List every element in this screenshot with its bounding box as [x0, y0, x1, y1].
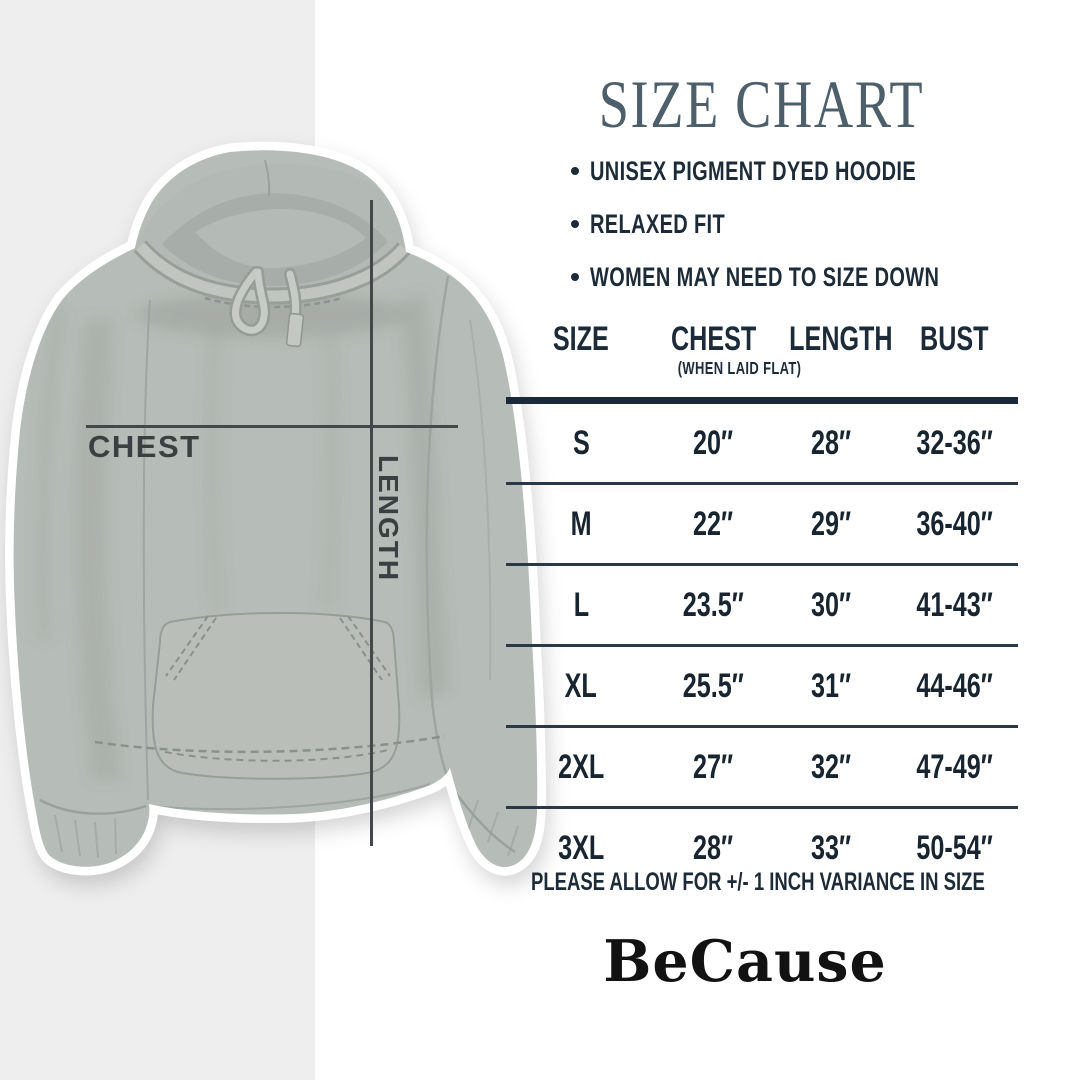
cell-chest: 22″ — [693, 504, 734, 543]
page-title-text: SIZE CHART — [598, 66, 924, 142]
feature-bullet: RELAXED FIT — [571, 209, 1062, 239]
bullet-dot-icon — [571, 220, 579, 228]
bullet-text: UNISEX PIGMENT DYED HOODIE — [590, 155, 917, 186]
cell-size: S — [572, 423, 590, 462]
cell-bust: 36-40″ — [916, 504, 993, 543]
cell-chest: 27″ — [693, 747, 734, 786]
right-sleeve-seam — [425, 275, 454, 789]
cell-length: 29″ — [810, 504, 852, 543]
table-row-s: S 20″ 28″ 32-36″ — [506, 404, 1018, 485]
column-header-size: SIZE — [553, 320, 609, 358]
cell-bust: 32-36″ — [916, 423, 993, 462]
chest-measurement-line — [86, 425, 458, 428]
bullet-dot-icon — [571, 273, 579, 281]
table-row-3xl: 3XL 28″ 33″ 50-54″ — [506, 809, 1018, 887]
right-sleeve-crease — [469, 319, 492, 681]
cell-size: 3XL — [557, 828, 605, 867]
page-title: SIZE CHART — [521, 70, 1001, 138]
cell-length: 31″ — [810, 666, 852, 705]
cell-bust: 50-54″ — [916, 828, 993, 867]
cell-size: 2XL — [557, 747, 605, 786]
hoodie-pocket — [151, 612, 401, 780]
size-table: SIZE CHEST (WHEN LAID FLAT) LENGTH BUST … — [506, 322, 1018, 887]
hoodie-hem — [94, 734, 446, 811]
table-row-l: L 23.5″ 30″ 41-43″ — [506, 566, 1018, 647]
cell-chest: 20″ — [693, 423, 734, 462]
cell-size: XL — [564, 666, 598, 705]
cell-length: 33″ — [810, 828, 852, 867]
cell-length: 30″ — [810, 585, 852, 624]
cell-bust: 44-46″ — [916, 666, 993, 705]
feature-bullet: WOMEN MAY NEED TO SIZE DOWN — [571, 262, 1062, 292]
table-row-2xl: 2XL 27″ 32″ 47-49″ — [506, 728, 1018, 809]
column-header-length: LENGTH — [789, 320, 893, 358]
hoodie-shading — [36, 293, 448, 780]
brand-logo: BeCause — [603, 928, 887, 995]
variance-note: PLEASE ALLOW FOR +/- 1 INCH VARIANCE IN … — [531, 868, 985, 896]
chest-measurement-label: CHEST — [88, 429, 201, 464]
column-header-bust: BUST — [920, 320, 989, 358]
length-measurement-label: LENGTH — [373, 455, 404, 583]
neckline-seam — [204, 296, 343, 309]
hoodie-cuffs — [39, 787, 519, 859]
feature-bullet-list: UNISEX PIGMENT DYED HOODIE RELAXED FIT W… — [571, 156, 1062, 315]
cell-chest: 25.5″ — [682, 666, 745, 705]
table-row-xl: XL 25.5″ 31″ 44-46″ — [506, 647, 1018, 728]
column-header-chest: CHEST (WHEN LAID FLAT) — [670, 320, 802, 378]
bullet-text: WOMEN MAY NEED TO SIZE DOWN — [590, 261, 940, 292]
cell-bust: 47-49″ — [916, 747, 993, 786]
bullet-dot-icon — [571, 167, 579, 175]
cell-length: 32″ — [810, 747, 852, 786]
chest-subheader: (WHEN LAID FLAT) — [677, 357, 802, 378]
cell-chest: 28″ — [693, 828, 734, 867]
length-measurement-line — [370, 200, 373, 846]
size-table-header-row: SIZE CHEST (WHEN LAID FLAT) LENGTH BUST — [506, 322, 1018, 404]
cell-size: M — [570, 504, 592, 543]
hoodie-drawstrings — [229, 266, 305, 348]
left-sleeve-seam — [142, 299, 151, 801]
cell-bust: 41-43″ — [916, 585, 993, 624]
table-row-m: M 22″ 29″ 36-40″ — [506, 485, 1018, 566]
bullet-text: RELAXED FIT — [590, 208, 726, 239]
hoodie-hood — [133, 159, 411, 305]
cell-length: 28″ — [810, 423, 852, 462]
cell-chest: 23.5″ — [682, 585, 745, 624]
cell-size: L — [573, 585, 589, 624]
feature-bullet: UNISEX PIGMENT DYED HOODIE — [571, 156, 1062, 186]
